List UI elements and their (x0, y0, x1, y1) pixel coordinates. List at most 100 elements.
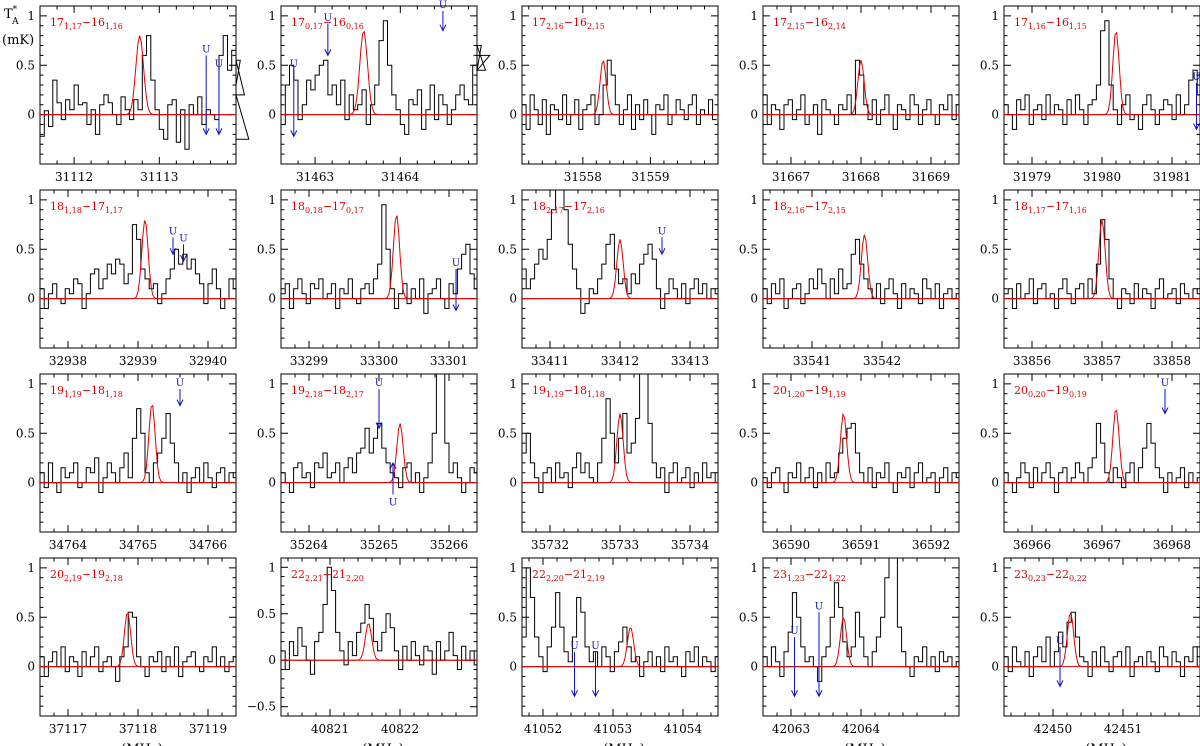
annotation-arrow-head (592, 690, 599, 698)
y-tick-label: 0.5 (980, 610, 999, 624)
observed-spectrum (40, 35, 250, 150)
model-fit-curve (522, 239, 718, 300)
transition-label-subscript: 0,20 (1028, 390, 1046, 399)
model-fit-curve (522, 627, 718, 668)
x-tick-label: 37117 (49, 722, 87, 736)
x-tick-label: 35264 (290, 538, 329, 552)
y-tick-label: 0.5 (980, 426, 999, 440)
transition-label-number: 22 (532, 568, 546, 581)
annotation-arrow-head (202, 128, 210, 136)
x-tick-label: 36592 (912, 538, 950, 552)
transition-label-number: −16 (1046, 16, 1069, 29)
annotation-label: U (176, 378, 184, 389)
y-tick-label: 1 (509, 193, 517, 207)
x-tick-label: 33541 (793, 354, 831, 368)
model-fit-curve (763, 616, 959, 668)
annotation-arrow-head (791, 690, 798, 698)
transition-label-subscript: 0,22 (1069, 574, 1087, 583)
y-tick-label: 0.5 (16, 58, 35, 72)
transition-label: 191,19−181,18 (50, 384, 123, 399)
annotation-label: U (591, 641, 599, 652)
y-tick-label: 1 (268, 560, 276, 574)
observed-spectrum (522, 189, 718, 314)
transition-label-subscript: 1,19 (64, 390, 82, 399)
transition-label-subscript: 1,19 (546, 390, 564, 399)
transition-label-number: −19 (805, 384, 828, 397)
transition-label: 171,16−161,15 (1014, 16, 1087, 31)
transition-label-subscript: 2,20 (346, 574, 364, 583)
annotation-arrow-head (1056, 680, 1064, 688)
x-tick-label: 36966 (1013, 538, 1051, 552)
x-tick-label: 36967 (1083, 538, 1121, 552)
transition-label-number: −17 (323, 200, 346, 213)
transition-label-number: −22 (1046, 568, 1069, 581)
observed-spectrum (1004, 219, 1200, 309)
y-tick-label: 1 (268, 9, 276, 23)
spectrum-panel: 0 0.5 1 35264 35265 35266 192,18−182,17 U U (257, 373, 478, 552)
model-fit-curve (763, 234, 959, 300)
annotation-arrow-head (1161, 407, 1169, 415)
model-fit-curve (763, 60, 959, 116)
x-axis-title: ν(MHz) (354, 742, 404, 746)
x-tick-label: 35734 (671, 538, 710, 552)
x-tick-label: 31559 (631, 170, 669, 184)
y-tick-label: 0 (991, 108, 999, 122)
transition-label-subscript: 1,16 (105, 22, 123, 31)
y-tick-label: 0 (991, 292, 999, 306)
transition-label-subscript: 2,19 (587, 574, 605, 583)
model-fit-curve (281, 215, 477, 300)
transition-label-number: 17 (291, 16, 305, 29)
transition-label-subscript: 1,23 (787, 574, 805, 583)
x-tick-label: 41054 (664, 722, 703, 736)
spectrum-panel: −0.5 0 0.5 1 40821 40822 222,21−212,20 ν(MHz) (247, 557, 478, 746)
y-tick-label: 0 (268, 476, 276, 490)
spectrum-panel: 0 0.5 1 31112 31113 171,17−161,16 UU (16, 5, 250, 184)
y-tick-label: 0.5 (739, 610, 758, 624)
y-tick-label: 0 (27, 292, 35, 306)
x-tick-label: 33856 (1013, 354, 1051, 368)
transition-label-number: 23 (773, 568, 787, 581)
transition-label-number: 20 (1014, 384, 1028, 397)
transition-label-subscript: 1,16 (1069, 206, 1087, 215)
x-tick-label: 40821 (311, 722, 349, 736)
x-tick-label: 33300 (360, 354, 398, 368)
transition-label-number: −19 (82, 568, 105, 581)
spectrum-panel: 0 0.5 1 31979 31980 31981 171,16−161,15 U (980, 5, 1200, 184)
y-tick-label: 0.5 (739, 242, 758, 256)
annotation-label: U (179, 233, 187, 244)
transition-label-subscript: 0,17 (346, 206, 364, 215)
y-tick-label: 1 (750, 377, 758, 391)
observed-spectrum (1004, 611, 1200, 677)
transition-label-subscript: 2,19 (64, 574, 82, 583)
x-tick-label: 33858 (1153, 354, 1191, 368)
x-tick-label: 37119 (189, 722, 227, 736)
y-tick-label: 0 (268, 108, 276, 122)
transition-label-number: 18 (773, 200, 787, 213)
annotation-arrow-head (375, 422, 383, 430)
annotation-label: U (375, 378, 383, 389)
annotation-arrow-head (571, 690, 578, 698)
transition-label-number: 18 (291, 200, 305, 213)
annotation-label: U (570, 641, 578, 652)
transition-label-subscript: 0,16 (346, 22, 364, 31)
transition-label-subscript: 2,16 (546, 22, 564, 31)
x-tick-label: 32939 (119, 354, 157, 368)
x-tick-label: 31980 (1083, 170, 1121, 184)
y-tick-label: 0.5 (739, 426, 758, 440)
transition-label-subscript: 1,17 (105, 206, 123, 215)
x-tick-label: 42063 (772, 722, 810, 736)
y-axis-title-unit: (mK) (2, 33, 34, 48)
observed-spectrum (763, 238, 959, 309)
transition-label-subscript: 2,15 (787, 22, 805, 31)
x-tick-label: 31463 (296, 170, 334, 184)
observed-spectrum (763, 422, 959, 493)
transition-label-subscript: 1,15 (1069, 22, 1087, 31)
annotation-arrow-head (169, 247, 177, 256)
transition-label-subscript: 1,16 (1028, 22, 1046, 31)
transition-label-subscript: 1,22 (828, 574, 846, 583)
x-tick-label: 35733 (601, 538, 639, 552)
y-tick-label: 1 (991, 377, 999, 391)
x-axis-title: ν(MHz) (1077, 742, 1127, 746)
transition-label-number: −19 (1046, 384, 1069, 397)
